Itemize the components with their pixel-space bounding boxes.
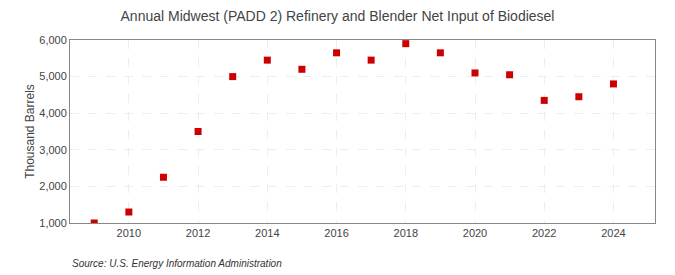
svg-text:2014: 2014 [255, 227, 279, 239]
svg-text:5,000: 5,000 [39, 70, 67, 82]
svg-text:3,000: 3,000 [39, 144, 67, 156]
svg-text:6,000: 6,000 [39, 34, 67, 46]
svg-text:2012: 2012 [186, 227, 210, 239]
svg-text:Source: U.S. Energy Informatio: Source: U.S. Energy Information Administ… [72, 258, 282, 269]
svg-text:2022: 2022 [532, 227, 556, 239]
svg-text:1,000: 1,000 [39, 217, 67, 229]
svg-text:2020: 2020 [463, 227, 487, 239]
svg-text:4,000: 4,000 [39, 107, 67, 119]
svg-text:2,000: 2,000 [39, 180, 67, 192]
svg-text:Thousand Barrels: Thousand Barrels [23, 84, 37, 179]
svg-text:2016: 2016 [324, 227, 348, 239]
svg-text:Annual Midwest (PADD 2) Refine: Annual Midwest (PADD 2) Refinery and Ble… [121, 8, 555, 24]
svg-text:2010: 2010 [117, 227, 141, 239]
svg-text:2024: 2024 [601, 227, 625, 239]
svg-text:2018: 2018 [394, 227, 418, 239]
